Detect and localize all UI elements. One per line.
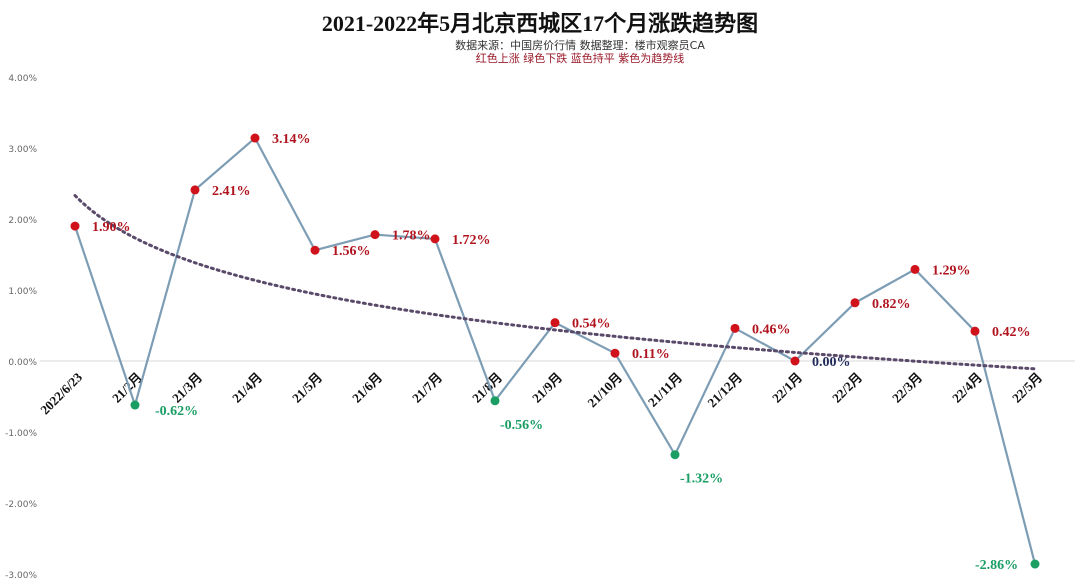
- y-tick-label: 2.00%: [8, 216, 37, 226]
- x-tick-label: 21/7月: [409, 370, 445, 406]
- y-tick-label: -3.00%: [5, 571, 37, 581]
- data-point: [910, 264, 920, 274]
- legend-note: 红色上涨 绿色下跌 蓝色持平 紫色为趋势线: [475, 52, 685, 65]
- data-point: [430, 234, 440, 244]
- data-point: [490, 396, 500, 406]
- y-tick-label: 3.00%: [8, 145, 37, 155]
- data-label: -2.86%: [975, 558, 1018, 573]
- x-tick-label: 2022/6/23: [37, 369, 85, 417]
- x-tick-label: 21/5月: [289, 370, 325, 406]
- data-point: [670, 450, 680, 460]
- data-label: 0.11%: [632, 347, 670, 362]
- y-tick-label: -2.00%: [5, 500, 37, 510]
- x-tick-label: 22/2月: [829, 370, 865, 406]
- data-point: [610, 348, 620, 358]
- data-label: -0.62%: [155, 404, 198, 419]
- data-label: 1.56%: [332, 244, 371, 259]
- x-tick-label: 21/6月: [349, 370, 385, 406]
- data-label: -1.32%: [680, 472, 723, 487]
- x-tick-label: 22/5月: [1009, 370, 1045, 406]
- x-tick-label: 22/3月: [889, 370, 925, 406]
- chart-title: 2021-2022年5月北京西城区17个月涨跌趋势图: [321, 11, 759, 36]
- x-tick-label: 21/3月: [169, 370, 205, 406]
- data-point: [970, 326, 980, 336]
- data-label: 1.78%: [392, 229, 431, 244]
- x-tick-label: 21/9月: [529, 370, 565, 406]
- chart-subtitle: 数据来源：中国房价行情 数据整理：楼市观察员CA: [455, 39, 705, 52]
- data-point: [370, 230, 380, 240]
- y-tick-label: 1.00%: [8, 287, 37, 297]
- data-label: -0.56%: [500, 418, 543, 433]
- data-label: 2.41%: [212, 184, 251, 199]
- data-point: [730, 323, 740, 333]
- data-point: [790, 356, 800, 366]
- x-tick-label: 22/4月: [949, 370, 985, 406]
- data-point: [1030, 559, 1040, 569]
- x-tick-label: 22/1月: [769, 370, 805, 406]
- data-label: 0.82%: [872, 297, 911, 312]
- data-label: 0.00%: [812, 355, 851, 370]
- data-label: 1.90%: [92, 220, 131, 235]
- data-point: [130, 400, 140, 410]
- data-point: [250, 133, 260, 143]
- data-label: 1.72%: [452, 233, 491, 248]
- data-point: [850, 298, 860, 308]
- data-point: [550, 318, 560, 328]
- y-tick-label: 0.00%: [8, 358, 37, 368]
- trendline: [73, 194, 1037, 371]
- data-point: [70, 221, 80, 231]
- x-tick-label: 21/4月: [229, 370, 265, 406]
- y-tick-label: -1.00%: [5, 429, 37, 439]
- series-line: [73, 136, 1037, 565]
- data-label: 3.14%: [272, 132, 311, 147]
- y-tick-label: 4.00%: [8, 74, 37, 84]
- data-label: 1.29%: [932, 263, 971, 278]
- data-label: 0.42%: [992, 325, 1031, 340]
- x-tick-label: 21/11月: [645, 370, 685, 410]
- x-tick-label: 21/10月: [584, 370, 625, 411]
- data-point: [310, 245, 320, 255]
- data-label: 0.54%: [572, 317, 611, 332]
- x-tick-label: 21/12月: [704, 370, 745, 411]
- data-point: [190, 185, 200, 195]
- data-label: 0.46%: [752, 322, 791, 337]
- x-tick-label: 21/8月: [469, 370, 505, 406]
